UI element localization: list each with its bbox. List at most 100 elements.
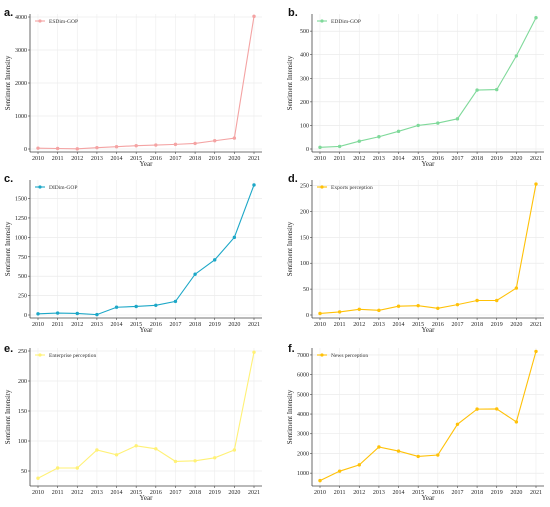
x-tick-label: 2014 [111,322,123,328]
x-axis-title: Year [140,494,154,502]
x-tick-label: 2017 [169,156,181,162]
y-tick-label: 0 [306,147,309,153]
x-tick-label: 2020 [228,490,240,496]
legend-label: DIDim-GOP [49,185,77,191]
data-point [416,123,420,128]
y-axis-title: Sentiment Intensity [286,221,294,276]
data-point [55,466,60,470]
x-tick-label: 2015 [130,156,142,162]
x-tick-label: 2020 [228,322,240,328]
data-point [357,307,361,312]
x-tick-label: 2020 [510,322,522,328]
data-point [154,447,158,451]
x-tick-label: 2021 [248,322,260,328]
chart-panel: f. 1000 2000 3000 4000 5000 6000 7000 2010 2011 20… [286,343,544,502]
y-tick-label: 250 [18,349,27,355]
data-point [193,459,197,463]
panel-letter: f. [288,343,295,355]
data-point [75,466,79,470]
y-axis-title: Sentiment Intensity [4,55,12,110]
data-point [337,144,342,149]
data-point [154,303,158,307]
y-axis-title: Sentiment Intensity [4,389,12,444]
data-point [495,407,499,411]
data-point [75,311,79,316]
legend-marker [38,185,42,189]
x-tick-label: 2016 [150,156,162,162]
data-point [252,14,256,19]
data-point [134,144,138,148]
data-point [514,286,519,290]
data-point [232,136,237,140]
chart-panel: d. 0 50 100 150 200 250 2010 2011 2012 2013 2014 201… [286,173,544,334]
y-tick-label: 0 [24,313,27,319]
x-tick-label: 2014 [111,156,123,162]
data-point [193,141,197,146]
series-line [37,184,255,316]
x-tick-label: 2014 [393,156,405,162]
x-tick-label: 2014 [393,490,405,496]
y-axis-title: Sentiment Intensity [4,221,12,276]
data-point [416,454,420,459]
data-point [416,303,420,308]
x-tick-label: 2019 [209,156,221,162]
x-tick-label: 2012 [71,156,83,162]
x-tick-label: 2019 [491,490,503,496]
data-point [455,117,460,121]
panel-letter: b. [288,7,298,19]
x-axis-title: Year [422,160,436,168]
x-tick-label: 2012 [353,490,365,496]
data-point [396,304,401,308]
y-tick-label: 500 [18,274,27,280]
series-line [37,16,255,150]
x-tick-label: 2015 [412,490,424,496]
x-tick-label: 2021 [248,490,260,496]
y-tick-label: 1000 [297,471,309,477]
chart-panel: e. 50 100 150 200 250 2010 2011 2012 2013 2014 2015… [4,343,262,502]
x-tick-label: 2017 [169,490,181,496]
x-tick-label: 2012 [353,156,365,162]
panel-letter: a. [4,7,13,19]
y-tick-label: 0 [306,313,309,319]
data-point [396,449,401,453]
legend-label: ESDim-GOP [49,19,78,25]
y-tick-label: 4000 [297,412,309,418]
y-tick-label: 100 [18,439,27,445]
y-tick-label: 100 [300,123,309,129]
data-point [173,299,178,304]
x-tick-label: 2011 [52,156,64,162]
x-tick-label: 2015 [412,156,424,162]
y-tick-label: 250 [300,184,309,190]
x-tick-label: 2010 [32,156,44,162]
data-point [95,145,99,150]
x-tick-label: 2020 [510,156,522,162]
x-tick-label: 2015 [130,490,142,496]
x-tick-label: 2016 [150,322,162,328]
y-tick-label: 1250 [15,216,27,222]
y-tick-label: 400 [300,53,309,59]
data-point [337,310,342,314]
x-tick-label: 2016 [432,322,444,328]
y-tick-label: 50 [21,469,27,475]
chart-panel: a. 0 1000 2000 3000 4000 2010 2011 2012 2013 2014 2… [4,7,262,168]
legend-label: Exports perception [331,185,373,191]
x-tick-label: 2014 [393,322,405,328]
x-tick-label: 2011 [334,322,346,328]
data-point [213,258,217,262]
data-point [357,139,361,143]
legend-label: Enterprise perception [49,353,96,359]
x-tick-label: 2011 [334,156,346,162]
x-tick-label: 2010 [32,322,44,328]
x-tick-label: 2011 [52,322,64,328]
y-tick-label: 3000 [15,48,27,54]
y-tick-label: 3000 [297,432,309,438]
data-point [357,463,361,467]
data-point [514,420,519,424]
y-axis-title: Sentiment Intensity [286,389,294,444]
panel-letter: d. [288,173,298,185]
data-point [75,147,79,151]
x-tick-label: 2013 [373,156,385,162]
legend-marker [320,185,324,189]
y-tick-label: 500 [300,29,309,35]
data-point [134,444,138,448]
